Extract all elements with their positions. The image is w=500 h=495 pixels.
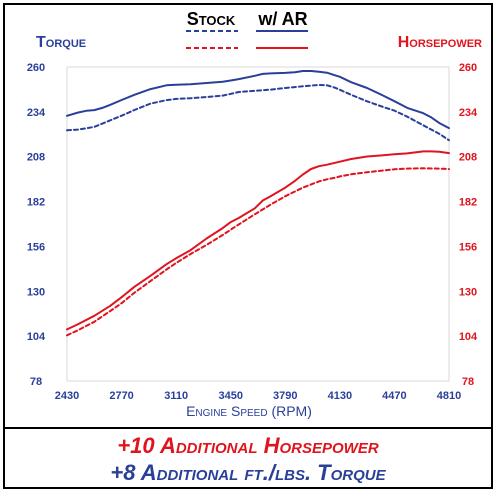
right-tick-label: 260: [459, 62, 477, 74]
right-tick-label: 156: [459, 241, 477, 253]
left-tick-label: 260: [27, 62, 45, 74]
right-tick-label: 130: [459, 286, 477, 298]
right-axis-title: Horsepower: [398, 34, 482, 51]
x-tick-label: 3790: [273, 390, 297, 402]
x-tick-label: 3110: [164, 390, 188, 402]
legend-stock-label: Stock: [187, 9, 236, 29]
left-tick-label: 104: [27, 331, 46, 343]
torque-gain-text: +8 Additional ft./lbs. Torque: [110, 460, 386, 485]
x-tick-label: 3450: [218, 390, 242, 402]
series-line-2: [66, 83, 450, 142]
left-tick-label: 234: [27, 107, 46, 119]
right-tick-label: 78: [462, 376, 474, 388]
series-line-4: [66, 167, 450, 337]
right-tick-label: 208: [459, 152, 477, 164]
x-axis-title: Engine Speed (RPM): [186, 403, 312, 419]
x-tick-label: 4130: [328, 390, 352, 402]
plot-area: 78 104 130 156 182 208 234 260 78 104 130 156 182 208…: [27, 62, 478, 402]
series-line-3: [66, 150, 450, 331]
x-tick-label: 4810: [437, 390, 461, 402]
chart-frame: [3, 3, 493, 489]
right-tick-label: 182: [459, 197, 477, 209]
performance-chart: 78 104 130 156 182 208 234 260 78 104 130 156 182 208…: [27, 9, 482, 419]
right-tick-label: 104: [459, 331, 478, 343]
left-tick-label: 130: [27, 286, 45, 298]
hp-gain-text: +10 Additional Horsepower: [117, 433, 379, 458]
left-tick-label: 182: [27, 197, 45, 209]
left-tick-label: 78: [30, 376, 42, 388]
x-tick-label: 4470: [382, 390, 406, 402]
right-tick-label: 234: [459, 107, 478, 119]
legend: Stock w/ AR: [186, 9, 308, 49]
x-tick-label: 2430: [55, 390, 79, 402]
x-tick-label: 2770: [109, 390, 133, 402]
series-line-1: [66, 70, 450, 130]
results-footer: +10 Additional Horsepower +8 Additional …: [3, 427, 493, 489]
left-axis-title: Torque: [36, 34, 86, 51]
plot-box: [66, 66, 450, 382]
left-tick-label: 156: [27, 241, 45, 253]
left-tick-label: 208: [27, 152, 45, 164]
legend-ar-label: w/ AR: [257, 9, 307, 29]
